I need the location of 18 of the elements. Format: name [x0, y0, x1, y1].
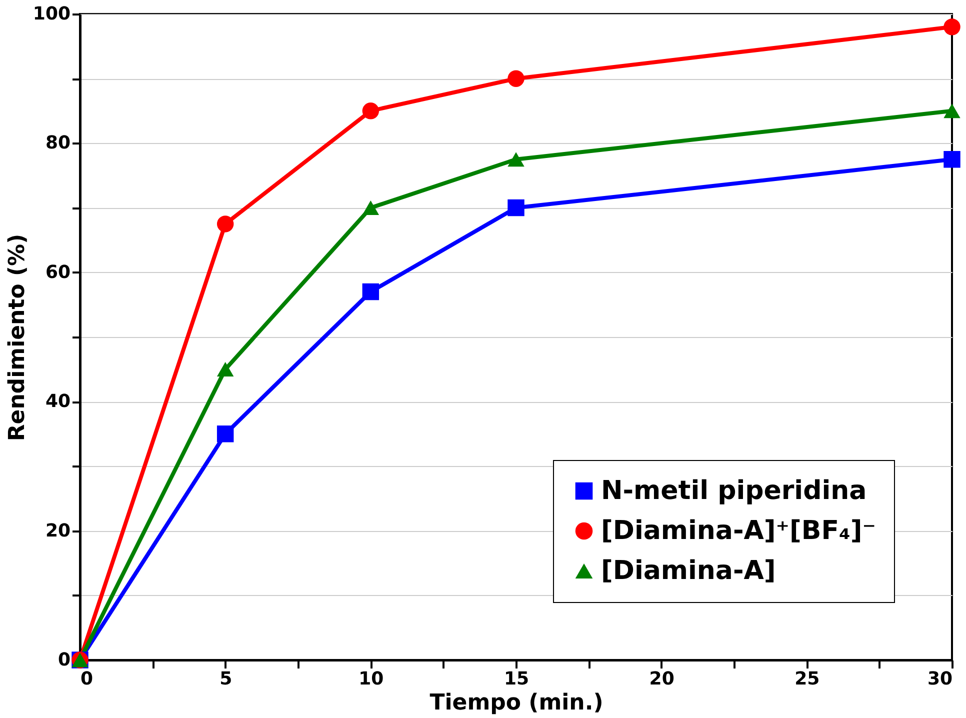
y-axis-title: Rendimiento (%): [4, 234, 30, 442]
x-tick-label: 10: [358, 668, 384, 690]
x-tick-label: 25: [794, 668, 820, 690]
legend-label: N-metil piperidina: [601, 476, 867, 506]
y-tick-label: 40: [45, 391, 70, 412]
y-tick-label: 80: [45, 132, 70, 154]
y-tick-label: 100: [32, 4, 70, 24]
x-tick-label: 20: [649, 668, 674, 690]
y-tick-label: 0: [58, 650, 70, 670]
y-tick-label: 60: [45, 262, 70, 283]
x-tick-label: 15: [504, 668, 530, 690]
x-tick-label: 0: [80, 668, 94, 690]
x-axis-title: Tiempo (min.): [430, 690, 604, 716]
legend-label: [Diamina-A]: [601, 556, 776, 586]
x-tick-label: 5: [220, 668, 232, 690]
y-tick-label: 20: [45, 520, 70, 542]
x-tick-label: 30: [927, 668, 952, 690]
legend-label: [Diamina-A]⁺[BF₄]⁻: [601, 516, 876, 546]
